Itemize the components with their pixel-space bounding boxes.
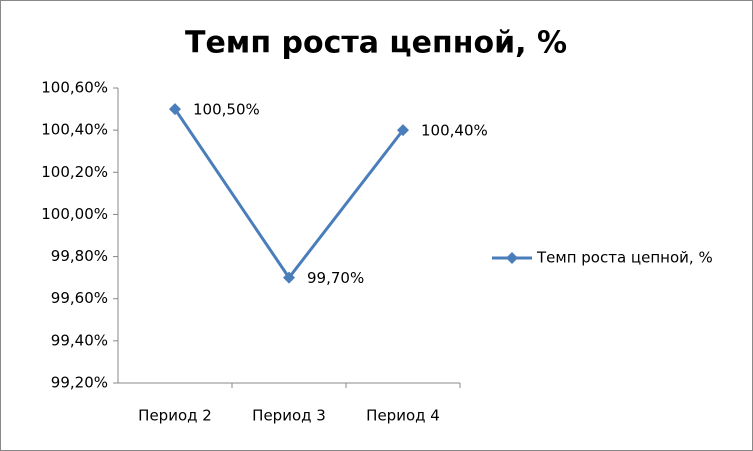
x-tick-label: Период 2	[138, 407, 212, 425]
x-tick-label: Период 4	[366, 407, 440, 425]
marker	[169, 103, 181, 116]
y-tick-label: 99,60%	[51, 289, 108, 307]
marker	[283, 271, 295, 284]
data-label: 100,40%	[421, 122, 488, 140]
data-label: 99,70%	[307, 269, 364, 287]
chart-title: Темп роста цепной, %	[185, 26, 567, 61]
y-tick-label: 100,40%	[41, 121, 108, 139]
data-label: 100,50%	[193, 101, 260, 119]
x-tick-label: Период 3	[252, 407, 326, 425]
y-tick-label: 100,60%	[41, 79, 108, 97]
y-tick-label: 99,20%	[51, 374, 108, 392]
legend-marker	[506, 252, 518, 264]
y-tick-label: 99,80%	[51, 247, 108, 265]
y-tick-label: 99,40%	[51, 331, 108, 349]
marker	[397, 124, 409, 137]
legend-label: Темп роста цепной, %	[536, 249, 713, 267]
y-tick-label: 100,00%	[41, 205, 108, 223]
y-tick-label: 100,20%	[41, 163, 108, 181]
